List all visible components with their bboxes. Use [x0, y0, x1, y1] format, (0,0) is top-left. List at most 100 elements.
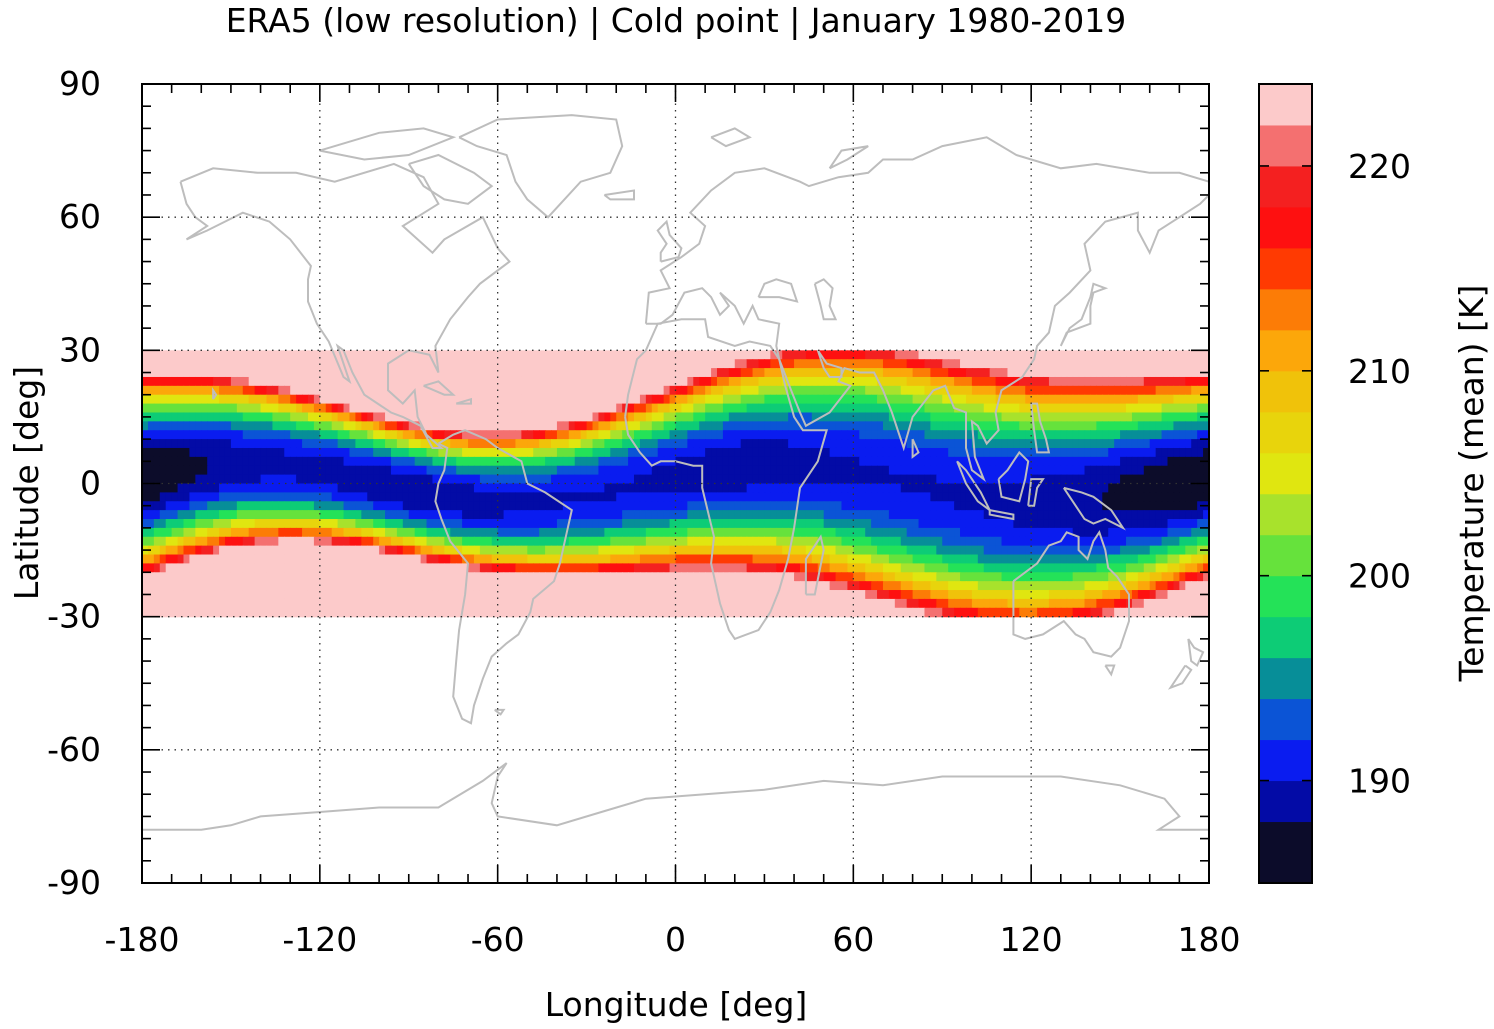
heat-cell [485, 394, 493, 405]
heat-cell [450, 474, 457, 485]
heat-cell [568, 439, 576, 449]
heat-cell [503, 581, 511, 591]
heat-cell [1203, 376, 1210, 387]
heat-cell [1102, 430, 1109, 440]
heat-cell [331, 456, 339, 467]
heat-cell [912, 359, 920, 369]
heat-cell [373, 412, 380, 422]
heat-cell [189, 572, 196, 582]
heat-cell [189, 447, 196, 458]
heat-cell [1149, 519, 1157, 529]
heat-cell [942, 394, 949, 405]
heat-cell [1126, 536, 1133, 547]
heat-cell [805, 554, 813, 564]
heat-cell [272, 483, 279, 493]
heat-cell [693, 527, 700, 538]
heat-cell [764, 492, 771, 502]
heat-cell [189, 421, 196, 431]
heat-cell [1031, 536, 1038, 547]
heat-cell [337, 492, 345, 502]
heat-cell [432, 456, 439, 467]
heat-cell [1137, 581, 1145, 591]
heat-cell [545, 563, 552, 573]
heat-cell [325, 465, 333, 476]
heat-cell [296, 483, 303, 493]
heat-cell [491, 385, 499, 396]
heat-cell [230, 394, 238, 405]
heat-cell [829, 563, 837, 573]
heat-cell [1120, 421, 1127, 431]
heat-cell [402, 590, 410, 600]
heat-cell [313, 581, 321, 591]
heat-cell [242, 403, 250, 414]
heat-cell [817, 465, 825, 476]
heat-cell [313, 439, 321, 449]
heat-cell [379, 536, 386, 547]
heat-cell [758, 359, 766, 369]
heat-cell [693, 394, 700, 405]
heat-cell [924, 536, 931, 547]
heat-cell [1007, 412, 1014, 422]
heat-cell [254, 581, 262, 591]
heat-cell [1167, 359, 1175, 369]
heat-cell [296, 519, 303, 529]
heat-cell [918, 492, 926, 502]
heat-cell [420, 447, 428, 458]
heat-cell [319, 359, 327, 369]
heat-cell [675, 376, 683, 387]
heat-cell [657, 572, 665, 582]
heat-cell [942, 456, 949, 467]
heat-cell [1131, 376, 1139, 387]
heat-cell [628, 359, 635, 369]
heat-cell [930, 563, 937, 573]
heat-cell [1131, 483, 1139, 493]
heat-cell [207, 368, 214, 378]
heat-cell [468, 439, 475, 449]
heat-cell [468, 501, 475, 511]
heat-cell [960, 519, 967, 529]
heat-cell [1048, 385, 1056, 396]
heat-cell [147, 590, 155, 600]
heat-cell [450, 350, 457, 360]
heat-cell [817, 439, 825, 449]
heat-cell [1137, 501, 1145, 511]
heat-cell [877, 572, 884, 582]
heat-cell [1114, 563, 1121, 573]
heat-cell [835, 519, 843, 529]
heat-cell [201, 350, 208, 360]
heat-cell [758, 519, 766, 529]
heat-cell [568, 359, 576, 369]
heat-cell [491, 474, 499, 485]
heat-cell [639, 385, 647, 396]
heat-cell [746, 394, 754, 405]
heat-cell [236, 545, 244, 556]
heat-cell [213, 368, 220, 378]
heat-cell [906, 519, 914, 529]
heat-cell [859, 581, 866, 591]
heat-cell [1126, 545, 1133, 556]
heat-cell [942, 545, 949, 556]
heat-cell [770, 385, 777, 396]
heat-cell [201, 465, 208, 476]
heat-cell [414, 430, 422, 440]
heat-cell [835, 439, 843, 449]
heat-cell [1043, 421, 1050, 431]
heat-cell [687, 536, 694, 547]
heat-cell [651, 501, 659, 511]
heat-cell [716, 394, 724, 405]
heat-cell [236, 439, 244, 449]
heat-cell [639, 403, 647, 414]
heat-cell [829, 572, 837, 582]
heat-cell [681, 545, 688, 556]
heat-cell [521, 350, 528, 360]
heat-cell [930, 510, 937, 520]
heat-cell [414, 554, 422, 564]
heat-cell [1197, 439, 1204, 449]
heat-cell [628, 483, 635, 493]
heat-cell [616, 430, 623, 440]
heat-cell [420, 430, 428, 440]
heat-cell [521, 359, 528, 369]
heat-cell [853, 456, 860, 467]
heat-cell [1114, 545, 1121, 556]
heat-cell [313, 359, 321, 369]
